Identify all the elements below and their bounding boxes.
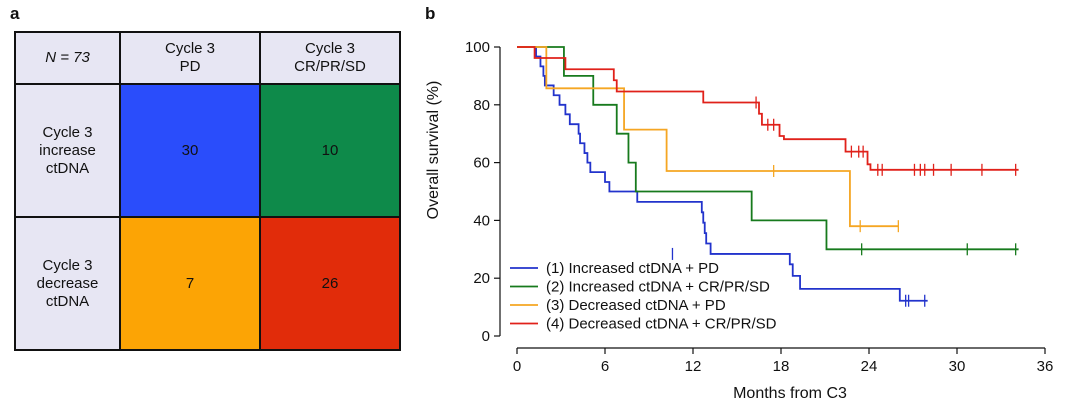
- y-tick-label: 80: [473, 97, 490, 114]
- cell-increase-crprsd: 10: [259, 83, 401, 218]
- series-4-line: [517, 46, 1019, 171]
- table-corner-cell: N = 73: [14, 31, 121, 85]
- x-tick-label: 0: [513, 358, 521, 375]
- panel-b-label: b: [425, 4, 436, 23]
- cell-increase-pd-value: 30: [181, 141, 199, 159]
- col-header-pd: Cycle 3 PD: [119, 31, 261, 85]
- cell-decrease-pd: 7: [119, 216, 261, 351]
- series-3-line: [517, 46, 899, 228]
- legend-label-2: (2) Increased ctDNA + CR/PR/SD: [546, 279, 770, 296]
- row-header-decrease-line1: Cycle 3: [42, 256, 93, 274]
- contingency-table: N = 73 Cycle 3 PD Cycle 3 CR/PR/SD Cycle…: [14, 31, 401, 351]
- row-header-decrease: Cycle 3 decrease ctDNA: [14, 216, 121, 351]
- row-header-increase-line2: increase: [39, 141, 96, 159]
- x-tick-label: 18: [773, 358, 790, 375]
- col-header-pd-line2: PD: [179, 58, 201, 75]
- cell-decrease-crprsd-value: 26: [321, 274, 339, 292]
- row-header-decrease-line3: ctDNA: [45, 292, 90, 310]
- cell-decrease-pd-value: 7: [185, 274, 195, 292]
- y-tick-label: 40: [473, 212, 490, 229]
- col-header-pd-line1: Cycle 3: [164, 40, 216, 57]
- row-header-increase-line3: ctDNA: [45, 159, 90, 177]
- y-tick-label: 100: [465, 39, 490, 56]
- y-tick-label: 60: [473, 155, 490, 172]
- y-tick-label: 20: [473, 270, 490, 287]
- panel-a-label: a: [10, 4, 20, 23]
- series-1-line: [517, 46, 928, 302]
- cell-increase-crprsd-value: 10: [321, 141, 339, 159]
- x-tick-label: 24: [861, 358, 878, 375]
- series-2-line: [517, 46, 1019, 251]
- row-header-increase: Cycle 3 increase ctDNA: [14, 83, 121, 218]
- y-axis-title: Overall survival (%): [425, 81, 442, 220]
- x-tick-label: 36: [1037, 358, 1054, 375]
- x-tick-label: 6: [601, 358, 609, 375]
- col-header-crprsd-line1: Cycle 3: [304, 40, 356, 57]
- col-header-crprsd-line2: CR/PR/SD: [294, 58, 366, 75]
- col-header-crprsd: Cycle 3 CR/PR/SD: [259, 31, 401, 85]
- row-header-increase-line1: Cycle 3: [42, 123, 93, 141]
- x-tick-label: 12: [685, 358, 702, 375]
- cell-increase-pd: 30: [119, 83, 261, 218]
- y-tick-label: 0: [482, 328, 490, 345]
- x-tick-label: 30: [949, 358, 966, 375]
- row-header-decrease-line2: decrease: [36, 274, 99, 292]
- legend-label-1: (1) Increased ctDNA + PD: [546, 260, 719, 277]
- sample-size-label: N = 73: [45, 49, 90, 66]
- legend-label-3: (3) Decreased ctDNA + PD: [546, 297, 726, 314]
- cell-decrease-crprsd: 26: [259, 216, 401, 351]
- x-axis-title: Months from C3: [733, 385, 847, 402]
- legend-label-4: (4) Decreased ctDNA + CR/PR/SD: [546, 316, 777, 333]
